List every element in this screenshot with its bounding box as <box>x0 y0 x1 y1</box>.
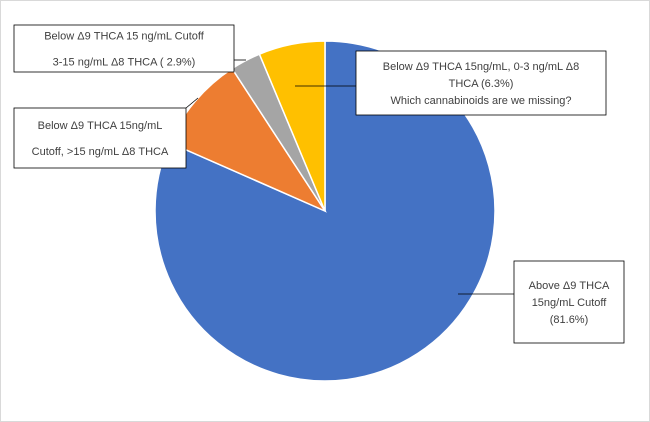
label-text-3-2: Which cannabinoids are we missing? <box>391 95 572 107</box>
label-text-0-1: 15ng/mL Cutoff <box>532 297 608 309</box>
data-label-1: Below Δ9 THCA 15ng/mL Cutoff, >15 ng/mL Δ… <box>13 97 199 169</box>
label-box-0 <box>513 260 625 344</box>
pie-slice-3 <box>258 40 326 212</box>
label-text-2-1: 3-15 ng/mL Δ8 THCA ( 2.9%) <box>53 57 196 69</box>
data-label-2: Below Δ9 THCA 15 ng/mL Cutoff 3-15 ng/mL … <box>13 24 246 73</box>
data-label-callouts: Above Δ9 THCA 15ng/mL Cutoff (81.6%) Below … <box>13 24 625 344</box>
label-box-3 <box>355 50 607 116</box>
label-text-0-2: (81.6%) <box>550 314 589 326</box>
label-text-3-1: THCA (6.3%) <box>449 78 514 90</box>
label-box-1 <box>13 107 187 169</box>
label-box-2 <box>13 24 235 73</box>
leader-line-1 <box>185 97 199 109</box>
label-text-3-0: Below Δ9 THCA 15ng/mL, 0-3 ng/mL Δ8 <box>383 61 580 73</box>
label-text-1-1: Cutoff, >15 ng/mL Δ8 THCA <box>32 146 169 158</box>
label-text-2-0: Below Δ9 THCA 15 ng/mL Cutoff <box>44 31 205 43</box>
pie-slices <box>154 40 496 382</box>
label-text-1-0: Below Δ9 THCA 15ng/mL <box>38 120 163 132</box>
data-label-3: Below Δ9 THCA 15ng/mL, 0-3 ng/mL Δ8 THCA … <box>295 50 607 116</box>
data-label-0: Above Δ9 THCA 15ng/mL Cutoff (81.6%) <box>458 260 625 344</box>
label-text-0-0: Above Δ9 THCA <box>529 280 610 292</box>
